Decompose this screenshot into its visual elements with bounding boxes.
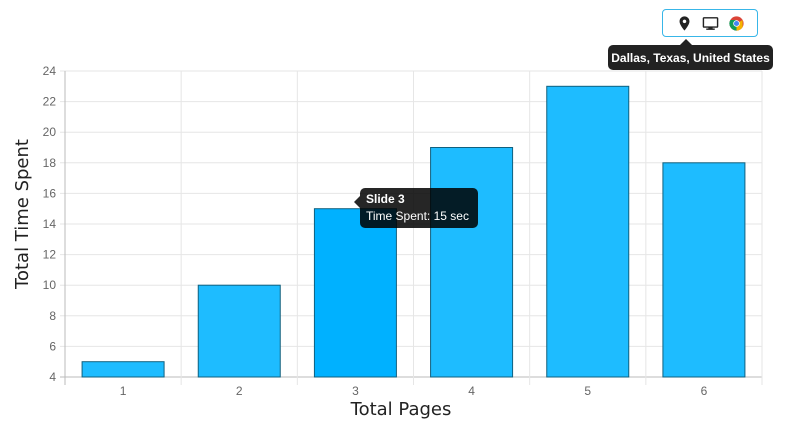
desktop-icon[interactable] bbox=[702, 15, 719, 32]
x-axis-title: Total Pages bbox=[350, 399, 452, 420]
y-tick-label: 4 bbox=[49, 370, 56, 384]
tooltip-line-value: 15 sec bbox=[433, 209, 469, 223]
y-tick-label: 12 bbox=[43, 248, 57, 262]
chart-grid bbox=[60, 70, 763, 385]
x-tick-label: 3 bbox=[352, 384, 359, 398]
y-tick-label: 22 bbox=[43, 95, 57, 109]
y-tick-label: 20 bbox=[43, 125, 57, 139]
location-pin-icon[interactable] bbox=[676, 15, 693, 32]
location-tooltip: Dallas, Texas, United States bbox=[608, 39, 773, 70]
chrome-icon[interactable] bbox=[728, 15, 745, 32]
y-tick-label: 16 bbox=[43, 186, 57, 200]
x-axis-ticks: 1 2 3 4 5 6 bbox=[120, 384, 708, 398]
bar-6[interactable] bbox=[662, 162, 746, 378]
bar-tooltip: Slide 3 Time Spent: 15 sec bbox=[354, 188, 478, 228]
y-axis-ticks: 4 6 8 10 12 14 16 18 20 22 24 bbox=[43, 64, 57, 384]
bar-3[interactable] bbox=[313, 208, 397, 378]
x-tick-label: 1 bbox=[120, 384, 127, 398]
x-tick-label: 5 bbox=[584, 384, 591, 398]
chart-bars bbox=[81, 85, 746, 378]
tooltip-title: Slide 3 bbox=[366, 192, 405, 206]
bar-5[interactable] bbox=[546, 85, 630, 378]
bar-2[interactable] bbox=[197, 284, 281, 378]
y-tick-label: 6 bbox=[49, 339, 56, 353]
bar-1[interactable] bbox=[81, 361, 165, 378]
y-tick-label: 10 bbox=[43, 278, 57, 292]
tooltip-line: Time Spent: 15 sec bbox=[366, 209, 469, 223]
x-tick-label: 4 bbox=[468, 384, 475, 398]
y-tick-label: 14 bbox=[43, 217, 57, 231]
y-tick-label: 18 bbox=[43, 156, 57, 170]
session-info-box bbox=[662, 9, 758, 37]
x-tick-label: 6 bbox=[701, 384, 708, 398]
y-tick-label: 8 bbox=[49, 309, 56, 323]
tooltip-line-prefix: Time Spent bbox=[366, 209, 427, 223]
y-tick-label: 24 bbox=[43, 64, 57, 78]
bar-4[interactable] bbox=[430, 147, 514, 378]
x-tick-label: 2 bbox=[236, 384, 243, 398]
y-axis-title: Total Time Spent bbox=[12, 139, 33, 290]
